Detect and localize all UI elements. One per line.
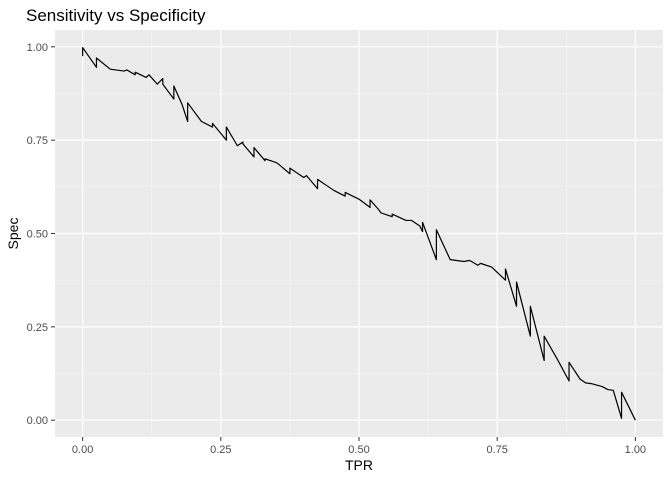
chart-title: Sensitivity vs Specificity: [26, 6, 206, 25]
x-axis: 0.00 0.25 0.50 0.75 1.00: [72, 437, 646, 456]
y-axis: 0.00 0.25 0.50 0.75 1.00: [27, 42, 55, 427]
y-tick-label: 0.25: [27, 322, 48, 334]
y-tick-label: 0.00: [27, 415, 48, 427]
x-axis-label: TPR: [345, 457, 373, 473]
grid-major: [55, 30, 663, 437]
y-tick-label: 0.75: [27, 135, 48, 147]
series-layer: [82, 46, 636, 421]
x-tick-label: 0.00: [72, 444, 93, 456]
x-tick-label: 0.50: [348, 444, 369, 456]
x-tick-label: 0.25: [210, 444, 231, 456]
y-axis-label: Spec: [5, 218, 21, 250]
y-tick-label: 0.50: [27, 229, 48, 241]
x-tick-label: 1.00: [625, 444, 646, 456]
x-tick-label: 0.75: [486, 444, 507, 456]
series-line: [82, 46, 636, 421]
y-tick-label: 1.00: [27, 42, 48, 54]
